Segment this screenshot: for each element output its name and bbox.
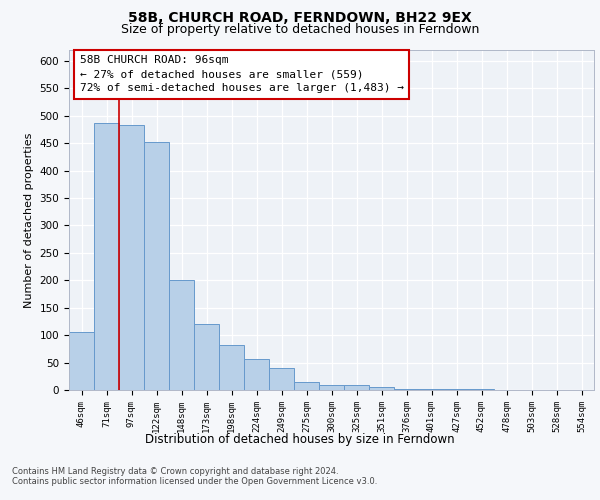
Y-axis label: Number of detached properties: Number of detached properties	[24, 132, 34, 308]
Bar	[144, 142, 169, 390]
Text: Contains HM Land Registry data © Crown copyright and database right 2024.: Contains HM Land Registry data © Crown c…	[12, 468, 338, 476]
Bar	[319, 384, 344, 390]
Text: 58B CHURCH ROAD: 96sqm
← 27% of detached houses are smaller (559)
72% of semi-de: 58B CHURCH ROAD: 96sqm ← 27% of detached…	[79, 55, 404, 93]
Bar	[269, 368, 294, 390]
Bar	[219, 345, 244, 390]
Text: Size of property relative to detached houses in Ferndown: Size of property relative to detached ho…	[121, 22, 479, 36]
Bar	[119, 125, 144, 390]
Text: Contains public sector information licensed under the Open Government Licence v3: Contains public sector information licen…	[12, 478, 377, 486]
Bar	[194, 324, 219, 390]
Bar	[394, 389, 419, 390]
Bar	[344, 384, 369, 390]
Bar	[369, 388, 394, 390]
Bar	[419, 389, 444, 390]
Bar	[294, 382, 319, 390]
Bar	[69, 332, 94, 390]
Bar	[244, 360, 269, 390]
Text: Distribution of detached houses by size in Ferndown: Distribution of detached houses by size …	[145, 432, 455, 446]
Bar	[94, 123, 119, 390]
Bar	[169, 280, 194, 390]
Text: 58B, CHURCH ROAD, FERNDOWN, BH22 9EX: 58B, CHURCH ROAD, FERNDOWN, BH22 9EX	[128, 11, 472, 25]
